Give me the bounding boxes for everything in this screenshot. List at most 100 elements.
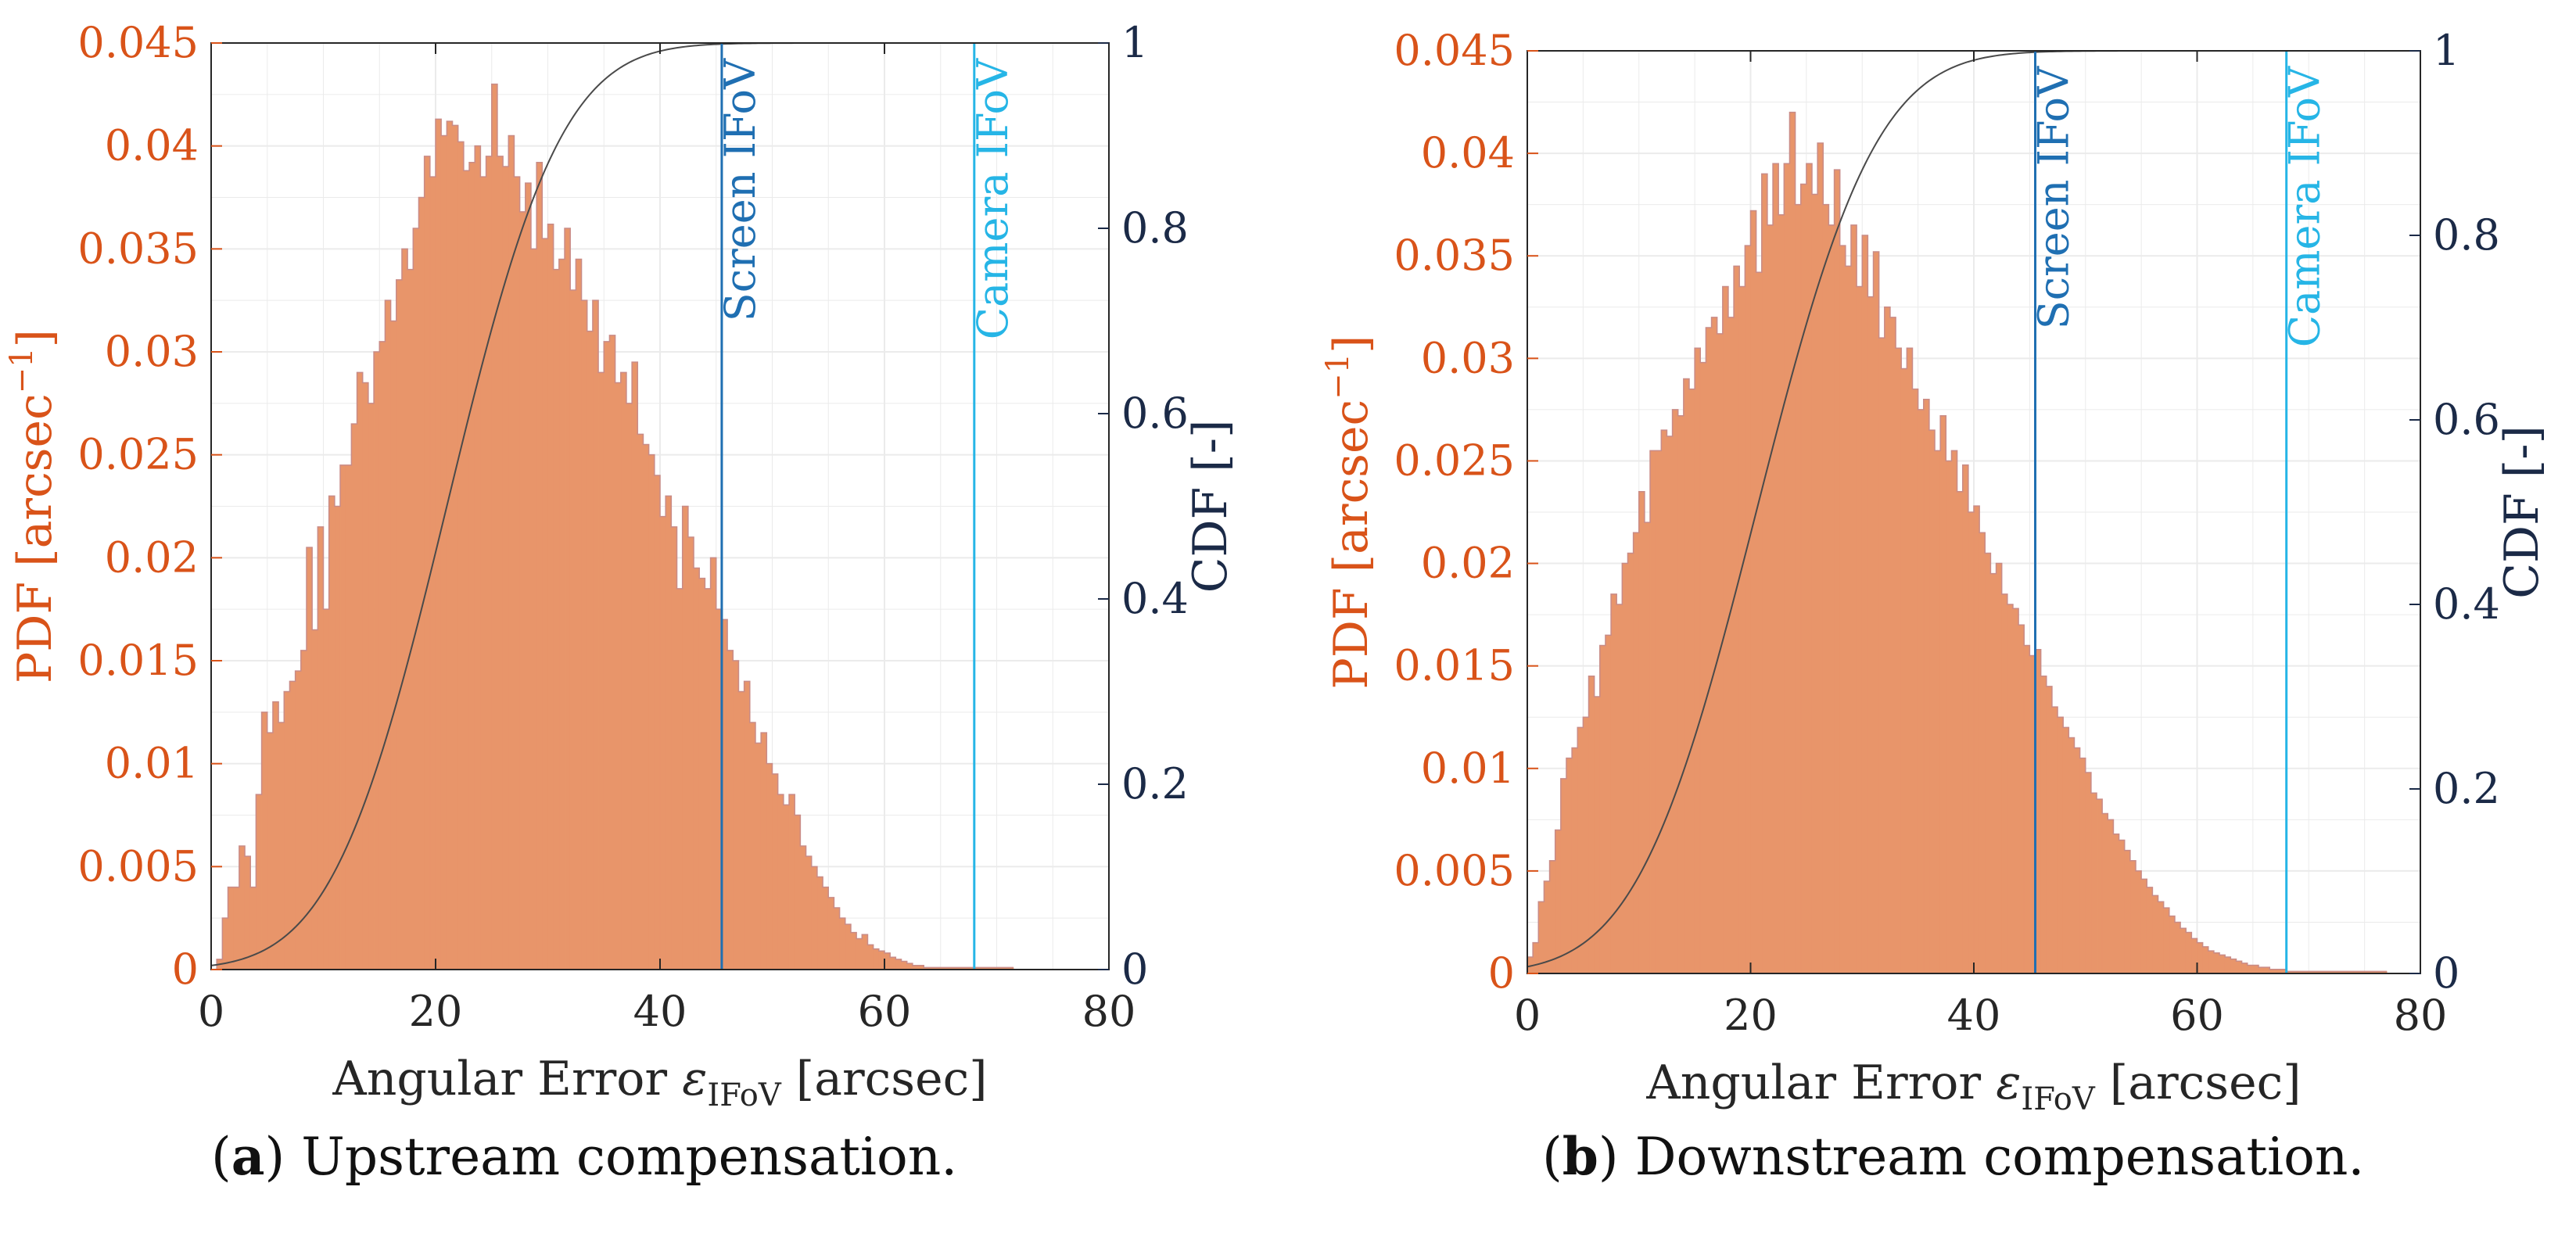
y-right-tick-label: 0.4 [1121, 574, 1189, 623]
y-left-axis-label-b: PDF [arcsec−1] [1320, 335, 1379, 690]
pdf-bar [1560, 778, 1567, 974]
pdf-bar [2007, 604, 2014, 974]
pdf-bar [1907, 347, 1913, 974]
y-left-tick-label: 0 [1488, 948, 1515, 998]
pdf-bar [2247, 965, 2254, 974]
pdf-bar [440, 135, 447, 970]
y-right-tick-label: 0 [2433, 948, 2459, 998]
pdf-bar [1706, 327, 1712, 974]
pdf-bar [1583, 716, 1589, 974]
pdf-bar [328, 496, 335, 970]
pdf-bar [1845, 266, 1852, 974]
pdf-bar [834, 907, 840, 970]
pdf-bar [497, 156, 504, 970]
pdf-bar [396, 279, 403, 970]
y-right-tick-label: 0.8 [1121, 203, 1189, 253]
pdf-bar [732, 660, 739, 970]
y-right-axis-label-a: CDF [-] [1183, 420, 1238, 593]
pdf-bar [2012, 608, 2019, 974]
histogram-b [1527, 112, 2388, 974]
pdf-bar [2119, 840, 2126, 974]
pdf-bar [749, 722, 756, 970]
pdf-bar [1677, 415, 1684, 974]
pdf-bar [862, 934, 868, 970]
pdf-bar [592, 299, 599, 970]
pdf-bar [1750, 210, 1756, 974]
pdf-bar [654, 475, 661, 970]
pdf-bar [1800, 184, 1807, 974]
pdf-bar [1683, 378, 1690, 974]
x-tick-label: 0 [1514, 991, 1541, 1040]
pdf-outline-b [1527, 111, 2388, 973]
pdf-bar [631, 361, 638, 970]
pdf-bar [1544, 880, 1550, 974]
pdf-bar [581, 299, 588, 970]
pdf-bar [334, 506, 341, 970]
pdf-bar [357, 372, 364, 970]
pdf-bar [1616, 604, 1623, 974]
pdf-bar [1571, 747, 1578, 974]
x-tick-label: 60 [858, 987, 912, 1036]
pdf-bar [558, 259, 565, 970]
y-left-tick-label: 0.04 [105, 121, 199, 170]
pdf-bar [306, 547, 313, 970]
pdf-bar [906, 963, 913, 970]
y-left-tick-label: 0.015 [1394, 641, 1515, 690]
pdf-bar [2085, 772, 2092, 974]
pdf-bar [351, 423, 357, 970]
y-left-tick-label: 0.005 [77, 841, 199, 891]
y-right-tick-label: 0.6 [1121, 389, 1189, 438]
pdf-bar [856, 938, 863, 970]
pdf-bar [884, 952, 891, 970]
pdf-bar [665, 496, 672, 970]
pdf-bar [1973, 505, 1980, 974]
y-left-tick-label: 0.03 [1421, 333, 1515, 382]
screen-ifov-label: Screen IFoV [716, 58, 765, 321]
pdf-bar [1667, 436, 1673, 974]
pdf-bar [755, 743, 762, 970]
pdf-bar [514, 176, 520, 970]
y-left-tick-label: 0.045 [77, 18, 199, 67]
histogram-a [216, 84, 1014, 970]
pdf-bar [1951, 450, 1957, 974]
pdf-bar [2051, 706, 2058, 974]
pdf-bar [1649, 450, 1656, 974]
pdf-bar [682, 506, 689, 970]
pdf-bar [1895, 347, 1902, 974]
pdf-bar [1817, 142, 1824, 974]
pdf-bar [1756, 271, 1763, 974]
y-left-tick-label: 0.01 [105, 739, 199, 788]
pdf-bar [1850, 224, 1857, 974]
caption-text-b: Downstream compensation. [1634, 1127, 2365, 1187]
pdf-bar [385, 299, 391, 970]
pdf-bar [738, 691, 744, 970]
pdf-bar [547, 224, 554, 970]
pdf-bar [587, 331, 594, 970]
pdf-bar [777, 794, 784, 970]
pdf-bar [1867, 296, 1874, 974]
pdf-bar [2208, 950, 2215, 974]
pdf-bar [1861, 235, 1868, 974]
pdf-bar [2230, 959, 2237, 974]
pdf-bar [1577, 727, 1584, 974]
pdf-bar [643, 444, 649, 970]
pdf-bar [278, 722, 285, 970]
screen-ifov-label: Screen IFoV [2029, 66, 2079, 329]
pdf-bar [895, 959, 902, 970]
pdf-bar [1939, 415, 1946, 974]
pdf-bar [1856, 286, 1863, 974]
pdf-bar [659, 516, 666, 970]
x-tick-label: 40 [1947, 991, 2001, 1040]
pdf-bar [553, 269, 560, 970]
x-tick-label: 60 [2170, 991, 2224, 1040]
pdf-bar [1784, 163, 1790, 974]
pdf-bar [1694, 347, 1701, 974]
pdf-bar [261, 712, 268, 970]
pdf-bar [2108, 819, 2114, 974]
pdf-bar [412, 228, 419, 970]
pdf-bar [491, 84, 498, 970]
pdf-bar [424, 156, 431, 970]
pdf-bar [2219, 955, 2226, 974]
pdf-bar [1622, 563, 1628, 974]
pdf-bar [2152, 895, 2158, 974]
